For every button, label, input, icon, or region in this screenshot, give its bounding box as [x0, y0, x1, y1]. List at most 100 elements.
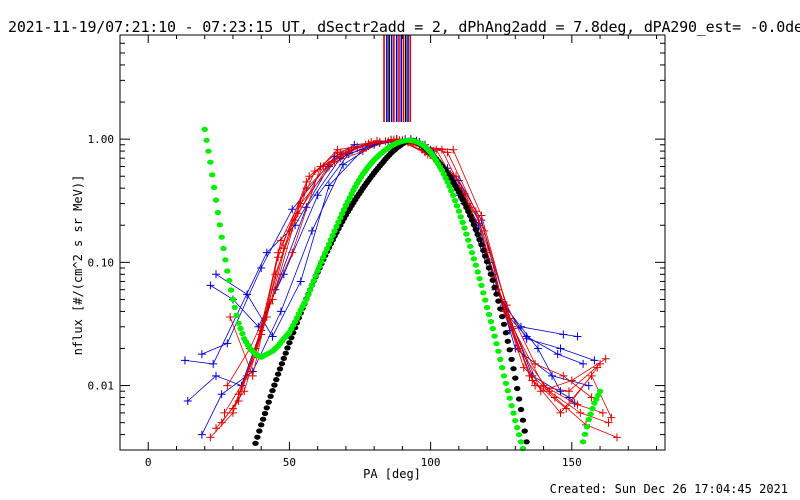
- fit-point-black: [504, 338, 511, 344]
- fit-point-green: [515, 432, 523, 438]
- fit-point-green: [448, 188, 455, 194]
- fit-point-green: [583, 424, 591, 430]
- data-point-red: [276, 236, 285, 245]
- y-tick-label: 0.10: [88, 256, 115, 269]
- data-point-red: [240, 387, 249, 396]
- fit-point-black: [487, 271, 495, 277]
- fit-point-green: [517, 439, 525, 445]
- data-point-blue: [212, 270, 221, 279]
- data-point-blue: [197, 430, 206, 439]
- fit-point-green: [316, 263, 323, 269]
- fit-point-green: [499, 365, 506, 371]
- data-point-red: [601, 354, 610, 363]
- fit-point-black: [485, 265, 493, 271]
- fit-point-green: [451, 198, 459, 204]
- fit-point-green: [226, 277, 233, 284]
- fit-point-green: [237, 325, 244, 332]
- data-point-blue: [262, 248, 271, 257]
- data-point-red: [319, 162, 328, 171]
- data-point-red: [228, 404, 237, 413]
- fit-point-green: [468, 250, 476, 256]
- fit-point-green: [463, 231, 470, 237]
- fit-point-black: [463, 204, 470, 210]
- x-tick-label: 100: [421, 456, 441, 469]
- fit-point-black: [288, 335, 295, 341]
- fit-point-green: [497, 356, 504, 362]
- fit-point-black: [512, 375, 519, 381]
- data-point-red: [556, 408, 565, 417]
- fit-point-green: [329, 232, 336, 238]
- fit-point-black: [271, 382, 278, 388]
- data-point-blue: [212, 371, 221, 380]
- fit-point-green: [308, 282, 316, 288]
- fit-point-green: [581, 431, 589, 437]
- data-point-blue: [243, 290, 252, 299]
- fit-point-green: [224, 268, 231, 274]
- fit-point-green: [209, 172, 216, 178]
- fit-point-green: [506, 395, 513, 401]
- fit-point-black: [258, 422, 265, 428]
- fit-point-green: [218, 234, 225, 240]
- fit-point-green: [476, 276, 483, 282]
- fit-point-green: [589, 406, 596, 412]
- data-point-red: [559, 371, 568, 380]
- data-point-blue: [296, 277, 305, 286]
- fit-point-green: [314, 268, 321, 274]
- fit-point-green: [595, 392, 602, 398]
- data-point-red: [612, 433, 621, 442]
- created-timestamp: Created: Sun Dec 26 17:04:45 2021: [549, 482, 788, 496]
- data-point-red: [471, 207, 480, 216]
- data-point-blue: [579, 359, 588, 368]
- data-point-red: [206, 433, 215, 442]
- fit-point-green: [231, 304, 238, 310]
- fit-point-green: [461, 225, 468, 231]
- data-point-blue: [559, 330, 568, 339]
- fit-point-green: [585, 416, 592, 423]
- fit-point-black: [502, 330, 510, 336]
- data-point-red: [607, 413, 616, 422]
- fit-point-green: [444, 179, 451, 185]
- data-point-red: [531, 381, 540, 390]
- series-line-red: [238, 138, 606, 395]
- fit-point-green: [453, 203, 461, 209]
- fit-point-green: [312, 273, 319, 279]
- fit-point-green: [579, 439, 587, 445]
- fit-point-green: [593, 396, 600, 402]
- fit-point-green: [467, 243, 474, 249]
- data-point-blue: [590, 356, 599, 365]
- data-point-blue: [573, 332, 582, 341]
- data-point-blue: [276, 307, 285, 316]
- fit-point-green: [512, 418, 519, 424]
- data-point-blue: [584, 381, 593, 390]
- fit-point-black: [493, 291, 500, 297]
- fit-point-green: [438, 167, 446, 173]
- fit-point-black: [482, 253, 489, 259]
- data-point-red: [576, 408, 585, 417]
- series-line-red: [224, 140, 618, 438]
- plot-frame: [119, 34, 666, 451]
- fit-point-green: [457, 214, 464, 220]
- fit-point-green: [201, 126, 208, 132]
- fit-point-black: [515, 396, 523, 402]
- fit-point-black: [269, 388, 276, 394]
- data-point-red: [296, 199, 305, 208]
- data-point-blue: [183, 396, 192, 405]
- data-point-blue: [288, 205, 297, 214]
- data-point-red: [598, 408, 607, 417]
- data-point-blue: [217, 390, 226, 399]
- fit-point-green: [485, 311, 493, 318]
- y-axis-label: nflux [#/(cm^2 s sr MeV)]: [71, 175, 85, 356]
- fit-point-green: [337, 215, 344, 221]
- fit-point-green: [508, 403, 515, 409]
- fit-point-green: [500, 373, 508, 379]
- fit-point-black: [252, 440, 259, 446]
- data-point-blue: [522, 334, 531, 343]
- fit-point-green: [440, 171, 447, 177]
- fit-point-green: [318, 259, 325, 265]
- fit-point-green: [205, 148, 212, 154]
- fit-point-green: [465, 237, 472, 243]
- fit-point-black: [495, 298, 502, 304]
- fit-point-green: [310, 278, 318, 284]
- fit-point-green: [212, 197, 220, 203]
